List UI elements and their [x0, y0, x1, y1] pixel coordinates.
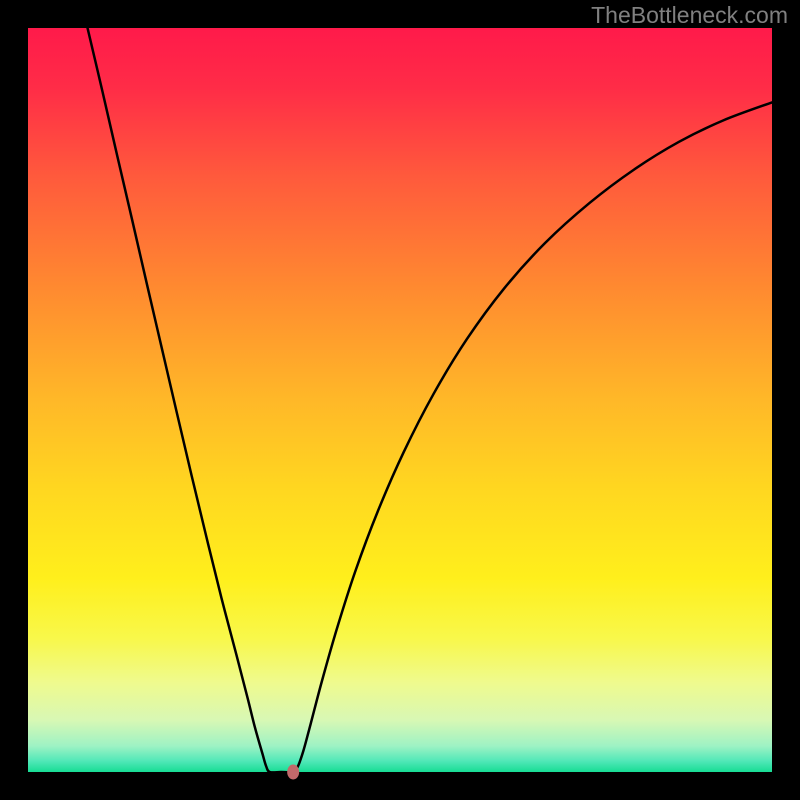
optimum-marker — [287, 765, 299, 780]
heat-gradient-background — [28, 28, 772, 772]
watermark-text: TheBottleneck.com — [591, 2, 788, 29]
plot-area — [28, 28, 772, 772]
chart-container: TheBottleneck.com — [0, 0, 800, 800]
